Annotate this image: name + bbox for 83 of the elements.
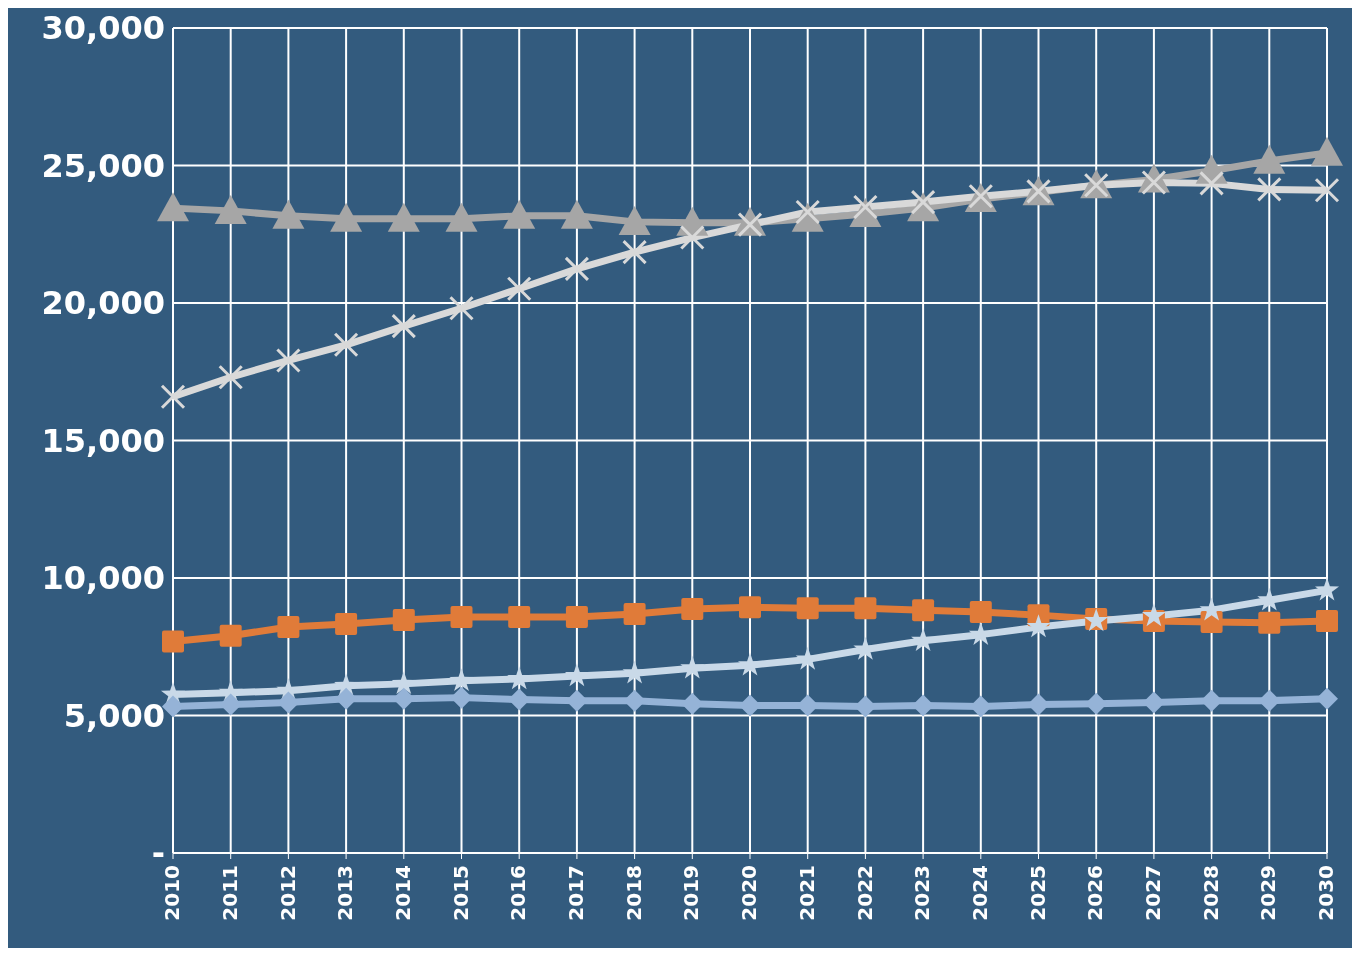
point <box>275 347 301 373</box>
point <box>1314 177 1340 203</box>
point <box>681 598 704 621</box>
y-tick-label: 25,000 <box>41 146 165 185</box>
x-tick-label: 2022 <box>852 865 877 921</box>
point <box>450 686 473 709</box>
y-tick-label: 15,000 <box>41 421 165 460</box>
x-tick-label: 2030 <box>1314 865 1339 921</box>
x-tick-label: 2029 <box>1256 865 1281 921</box>
point <box>219 624 242 647</box>
point <box>330 202 363 232</box>
x-tick-label: 2028 <box>1198 865 1223 921</box>
point <box>157 192 189 222</box>
point <box>1026 614 1051 638</box>
point <box>622 239 648 265</box>
point <box>1311 136 1343 166</box>
point <box>503 199 536 229</box>
point <box>1200 689 1223 712</box>
point <box>391 671 416 695</box>
x-tick-label: 2012 <box>275 865 300 921</box>
point <box>560 199 593 229</box>
point <box>796 597 819 620</box>
point <box>1256 176 1282 202</box>
point <box>565 606 588 629</box>
point <box>854 597 877 620</box>
x-tick-label: 2019 <box>679 865 704 921</box>
x-tick-label: 2021 <box>794 865 819 921</box>
point <box>911 628 936 651</box>
point <box>618 205 651 235</box>
y-tick-label: 20,000 <box>41 284 165 323</box>
point <box>449 295 474 321</box>
point <box>1316 609 1338 632</box>
point <box>681 692 704 715</box>
y-tick-label: 5,000 <box>63 696 165 735</box>
point <box>1199 170 1225 196</box>
point <box>506 276 532 302</box>
x-tick-label: 2024 <box>968 865 992 921</box>
point <box>445 202 478 232</box>
point <box>162 695 184 718</box>
point <box>679 225 705 251</box>
x-tick-label: 2014 <box>391 865 415 921</box>
point <box>564 663 589 687</box>
x-tick-label: 2011 <box>217 865 242 921</box>
point <box>564 256 590 282</box>
point <box>623 603 646 626</box>
x-tick-label: 2023 <box>910 865 935 921</box>
point <box>450 606 473 629</box>
point <box>1314 577 1340 601</box>
x-tick-label: 2026 <box>1083 865 1108 921</box>
point <box>162 630 184 653</box>
point <box>1258 611 1281 634</box>
x-tick-label: 2015 <box>448 865 473 921</box>
point <box>739 596 761 619</box>
x-tick-label: 2025 <box>1025 865 1050 921</box>
x-tick-label: 2027 <box>1141 865 1166 921</box>
point <box>218 364 244 390</box>
point <box>391 313 417 339</box>
y-tick-label: 30,000 <box>41 9 165 48</box>
point <box>1253 144 1286 174</box>
point <box>739 694 761 717</box>
x-tick-label: 2018 <box>621 865 646 921</box>
point <box>277 615 300 638</box>
point <box>277 691 300 714</box>
point <box>508 606 531 629</box>
point <box>1141 603 1166 627</box>
x-tick-label: 2017 <box>564 865 589 921</box>
point <box>449 668 474 692</box>
y-tick-label: 10,000 <box>41 559 165 598</box>
point <box>392 609 415 632</box>
x-tick-label: 2013 <box>333 865 358 921</box>
point <box>969 601 992 624</box>
point <box>160 384 186 410</box>
point <box>680 655 705 679</box>
point <box>912 599 935 622</box>
point <box>333 332 359 358</box>
point <box>1316 687 1338 710</box>
point <box>214 194 247 224</box>
point <box>335 612 358 635</box>
x-tick-label: 2016 <box>506 865 531 921</box>
x-tick-label: 2020 <box>737 865 762 921</box>
point <box>272 199 305 229</box>
point <box>387 202 420 232</box>
point <box>219 693 242 716</box>
